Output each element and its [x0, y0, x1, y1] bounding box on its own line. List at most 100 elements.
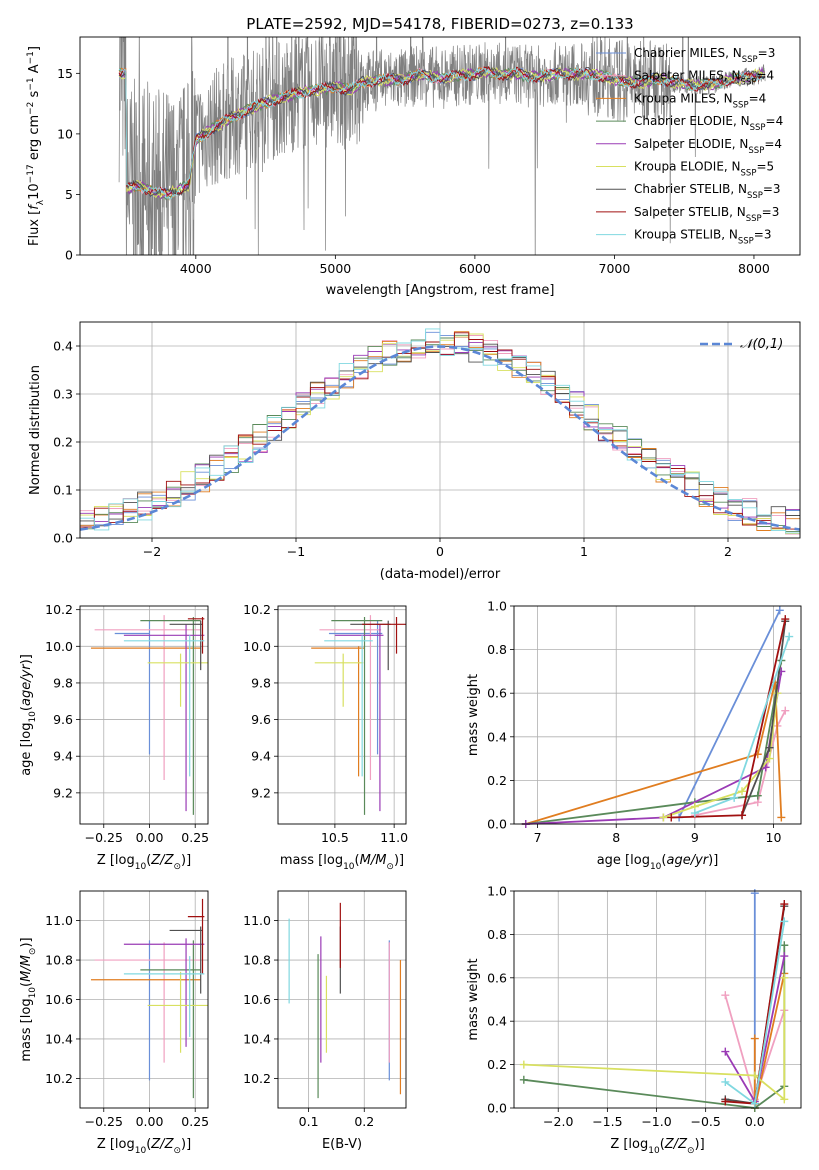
- y-tick-label: 9.4: [251, 749, 271, 764]
- axes-frame: [513, 605, 802, 825]
- y-tick-label: 10.6: [45, 992, 73, 1007]
- legend-sub: SSP: [742, 55, 758, 65]
- y-tick-label: 9.6: [53, 712, 73, 727]
- label-part: (: [146, 1137, 151, 1152]
- y-tick-label: 10.2: [45, 602, 73, 617]
- legend-sub: SSP: [738, 237, 754, 247]
- normal-curve: [80, 345, 800, 531]
- weight-marker-1: [721, 991, 730, 1000]
- weight-marker-7: [781, 615, 790, 624]
- label-part: −1: [26, 51, 36, 64]
- x-axis-label: E(B-V): [322, 1137, 362, 1152]
- y-tick-label: 0.8: [487, 642, 507, 657]
- x-axis-label: Z [log10(Z/Z⊙)]: [97, 853, 191, 872]
- y-tick-label: 0.6: [487, 970, 507, 985]
- x-tick-label: 10.5: [321, 830, 349, 845]
- weight-marker-2: [750, 1034, 759, 1043]
- label-part: 10: [135, 862, 147, 872]
- weight-marker-0: [775, 606, 784, 615]
- errorbars: [311, 615, 406, 815]
- y-tick-label: 5: [65, 187, 73, 202]
- legend-sub: SSP: [750, 123, 766, 133]
- x-tick-label: −1.0: [641, 1114, 671, 1129]
- label-part: wavelength [Angstrom, rest frame]: [326, 283, 555, 298]
- label-part: λ: [36, 199, 46, 205]
- x-tick-label: 0.25: [181, 830, 209, 845]
- label-part: Z [log: [97, 1137, 135, 1152]
- x-axis-label: wavelength [Angstrom, rest frame]: [326, 283, 555, 298]
- y-axis-label: Flux [fλ10−17 erg cm−2 s−1 A−1]: [26, 46, 46, 246]
- y-tick-label: 9.2: [53, 785, 73, 800]
- legend-value: =3: [762, 205, 780, 219]
- label-part: Z [log: [97, 853, 135, 868]
- y-tick-label: 0.3: [53, 387, 73, 402]
- x-tick-label: 11.0: [380, 830, 408, 845]
- observed-spectrum: [118, 37, 766, 255]
- legend-label-1: Salpeter MILES, NSSP=4: [634, 69, 774, 88]
- axes-frame: [79, 36, 801, 256]
- weight-marker-6: [765, 743, 774, 752]
- label-part: −2: [26, 102, 36, 115]
- weight-marker-1: [781, 706, 790, 715]
- y-tick-label: 10.0: [243, 639, 271, 654]
- legend-text: Chabrier MILES, N: [634, 46, 742, 60]
- weight-marker-8: [730, 793, 739, 802]
- y-tick-label: 0.0: [53, 531, 73, 546]
- x-tick-label: 8000: [738, 261, 770, 276]
- y-tick-label: 1.0: [487, 884, 507, 899]
- legend-value: =3: [754, 228, 772, 242]
- label-part: Z/Z: [664, 1137, 688, 1152]
- y-axis-label: mass weight: [466, 958, 481, 1040]
- label-part: A: [27, 64, 42, 77]
- x-tick-label: 4000: [180, 261, 212, 276]
- panel-spectrum: 4000 5000 6000 7000 8000 0 5 10 15 wavelength [An…: [26, 36, 801, 298]
- weight-series: [519, 889, 789, 1112]
- x-tick-label: −1: [287, 544, 305, 559]
- label-part: age/yr: [666, 853, 709, 868]
- panel-age_vs_Z: −0.25 0.00 0.259.29.49.69.810.010.2Z [log1…: [19, 602, 209, 872]
- label-part: Flux [: [27, 210, 42, 246]
- weight-marker-8: [721, 1077, 730, 1086]
- label-part: 10: [28, 987, 38, 999]
- x-axis-label: age [log10(age/yr)]: [597, 853, 719, 872]
- label-part: mass [log: [280, 853, 343, 868]
- y-tick-label: 10.6: [243, 992, 271, 1007]
- y-tick-label: 9.2: [251, 785, 271, 800]
- x-tick-label: 5000: [319, 261, 351, 276]
- legend-label-4: Salpeter ELODIE, NSSP=4: [634, 137, 782, 156]
- x-tick-label: 9: [691, 830, 699, 845]
- label-part: Z/Z: [150, 1137, 174, 1152]
- label-part: age [log: [597, 853, 650, 868]
- panel-mass_vs_ebv: 0.1 0.2 10.2 10.4 10.6 10.8 11.0 E(B-V): [243, 890, 407, 1152]
- legend-label-3: Chabrier ELODIE, NSSP=4: [634, 114, 783, 133]
- weight-marker-7: [780, 900, 789, 909]
- legend-sub: SSP: [733, 100, 749, 110]
- weight-line-2: [525, 682, 783, 825]
- y-tick-label: 9.8: [251, 675, 271, 690]
- legend-value: =3: [758, 46, 776, 60]
- label-part: 10: [27, 183, 42, 200]
- weight-marker-5: [765, 754, 774, 763]
- legend-text: Salpeter MILES, N: [634, 69, 741, 83]
- label-part: ⊙: [173, 1146, 181, 1156]
- legend-value: =4: [766, 114, 784, 128]
- weight-marker-5: [659, 813, 668, 822]
- weight-marker-8: [785, 632, 794, 641]
- y-tick-label: 0.0: [487, 1101, 507, 1116]
- label-part: 10: [135, 1146, 147, 1156]
- y-axis-label: mass [log10(M/M⊙)]: [19, 937, 38, 1061]
- x-tick-label: 0.00: [136, 830, 164, 845]
- label-part: M/M: [360, 853, 387, 868]
- label-part: (: [146, 853, 151, 868]
- axes-frame: [277, 890, 407, 1109]
- y-axis-label: Normed distribution: [28, 365, 43, 495]
- x-tick-label: 0.2: [354, 1114, 374, 1129]
- x-tick-label: 6000: [459, 261, 491, 276]
- x-axis-label: mass [log10(M/M⊙)]: [280, 853, 404, 872]
- y-tick-label: 10.8: [243, 953, 271, 968]
- weight-marker-3: [780, 941, 789, 950]
- weight-marker-8: [750, 1099, 759, 1108]
- y-tick-label: 9.6: [251, 712, 271, 727]
